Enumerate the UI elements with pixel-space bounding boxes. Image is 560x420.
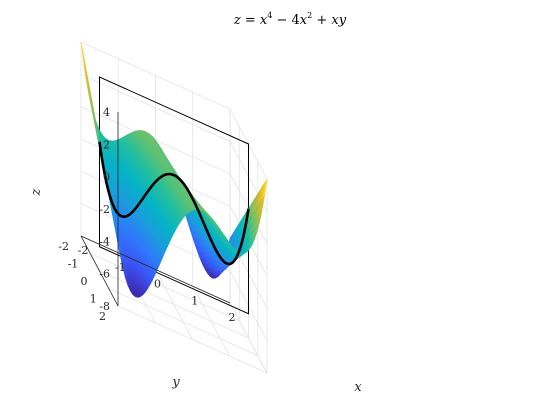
grid-line-z (80, 41, 268, 180)
y-tick-label: 2 (99, 310, 106, 323)
slice-curve-line (98, 141, 250, 266)
x-tick-label: 1 (191, 294, 198, 307)
z-axis-label: z (29, 188, 44, 196)
z-tick-label: -8 (99, 300, 110, 313)
slice-curve (98, 141, 250, 266)
axes (80, 112, 231, 307)
x-tick-label: -2 (78, 244, 89, 257)
z-tick-label: 4 (103, 106, 110, 119)
x-tick-label: 0 (154, 278, 161, 291)
surface-mesh (80, 41, 268, 298)
z-tick-label: -2 (99, 203, 110, 216)
y-tick-label: 1 (90, 293, 97, 306)
y-tick-label: -2 (58, 240, 69, 253)
x-tick-label: -1 (115, 261, 126, 274)
z-tick-label: -4 (99, 235, 110, 248)
z-tick-label: 2 (103, 138, 110, 151)
x-axis-label: x (354, 380, 362, 395)
y-axis-line (80, 235, 119, 307)
z-tick-label: 0 (103, 171, 110, 184)
y-tick-label: -1 (68, 258, 79, 271)
chart-title: z = x4 − 4x2 + xy (233, 11, 347, 28)
y-tick-label: 0 (81, 275, 88, 288)
grid-line-z (80, 73, 268, 212)
x-axis-line (80, 235, 231, 304)
y-axis-label: y (171, 375, 180, 390)
z-tick-label: -6 (99, 268, 110, 281)
x-tick-label: 2 (229, 311, 236, 324)
